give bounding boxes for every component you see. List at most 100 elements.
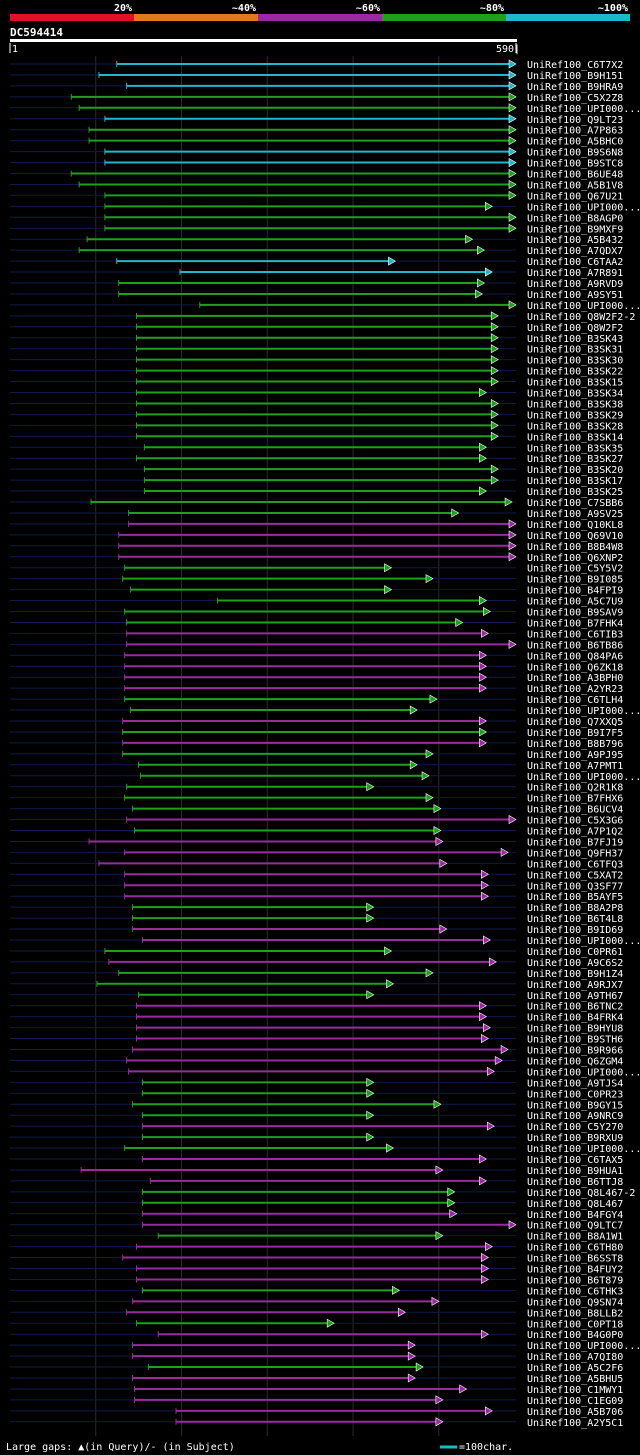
hit-label[interactable]: UniRef100_A7R891 bbox=[527, 268, 623, 279]
hit-label[interactable]: UniRef100_C6THK3 bbox=[527, 1286, 623, 1297]
hit-label[interactable]: UniRef100_B3SK28 bbox=[527, 421, 623, 432]
hit-row[interactable]: UniRef100_B9SAV9 bbox=[10, 606, 623, 619]
hit-row[interactable]: UniRef100_B6SST8 bbox=[10, 1253, 623, 1265]
hit-label[interactable]: UniRef100_C6TFQ3 bbox=[527, 859, 623, 870]
hit-row[interactable]: UniRef100_C6TFQ3 bbox=[10, 858, 623, 870]
hit-row[interactable]: UniRef100_A5B706 bbox=[10, 1406, 623, 1418]
hit-label[interactable]: UniRef100_A9PJ95 bbox=[527, 750, 623, 761]
hit-row[interactable]: UniRef100_B3SK15 bbox=[10, 377, 623, 389]
hit-row[interactable]: UniRef100_C6T7X2 bbox=[10, 59, 623, 71]
hit-label[interactable]: UniRef100_B9STH6 bbox=[527, 1035, 623, 1046]
hit-row[interactable]: UniRef100_A5C2F6 bbox=[10, 1362, 623, 1374]
hit-label[interactable]: UniRef100_B3SK43 bbox=[527, 334, 623, 345]
hit-label[interactable]: UniRef100_B9STC8 bbox=[527, 159, 623, 170]
hit-row[interactable]: UniRef100_C6TIB3 bbox=[10, 628, 623, 640]
hit-row[interactable]: UniRef100_C6TAA2 bbox=[10, 256, 623, 268]
hit-row[interactable]: UniRef100_C0PT18 bbox=[10, 1318, 623, 1330]
hit-label[interactable]: UniRef100_A7P1Q2 bbox=[527, 827, 623, 838]
hit-row[interactable]: UniRef100_Q3SF77 bbox=[10, 880, 623, 892]
hit-row[interactable]: UniRef100_C5Y270 bbox=[10, 1121, 623, 1133]
hit-label[interactable]: UniRef100_Q8W2F2 bbox=[527, 323, 623, 334]
hit-label[interactable]: UniRef100_A9SY51 bbox=[527, 290, 623, 301]
hit-row[interactable]: UniRef100_B5AYF5 bbox=[10, 891, 623, 903]
hit-label[interactable]: UniRef100_A5B432 bbox=[527, 235, 623, 246]
hit-label[interactable]: UniRef100_Q84PA6 bbox=[527, 651, 623, 662]
hit-label[interactable]: UniRef100_Q7XXQ5 bbox=[527, 717, 623, 728]
hit-label[interactable]: UniRef100_A9NRC9 bbox=[527, 1111, 623, 1122]
hit-label[interactable]: UniRef100_Q8L467 bbox=[527, 1199, 623, 1210]
hit-label[interactable]: UniRef100_B3SK25 bbox=[527, 487, 623, 498]
hit-row[interactable]: UniRef100_Q8W2F2 bbox=[10, 322, 623, 334]
hit-row[interactable]: UniRef100_B9S6N8 bbox=[10, 147, 623, 159]
hit-row[interactable]: UniRef100_Q7XXQ5 bbox=[10, 716, 623, 728]
hit-label[interactable]: UniRef100_C6TH80 bbox=[527, 1243, 623, 1254]
hit-row[interactable]: UniRef100_A2Y5C1 bbox=[10, 1417, 623, 1429]
hit-row[interactable]: UniRef100_B4G0P0 bbox=[10, 1329, 623, 1341]
hit-label[interactable]: UniRef100_A5B1V8 bbox=[527, 180, 623, 191]
hit-label[interactable]: UniRef100_UPI000... bbox=[527, 706, 640, 717]
hit-row[interactable]: UniRef100_Q67U21 bbox=[10, 190, 623, 202]
hit-label[interactable]: UniRef100_B4G0P0 bbox=[527, 1330, 623, 1341]
hit-row[interactable]: UniRef100_UPI000... bbox=[10, 300, 640, 312]
hit-label[interactable]: UniRef100_B9H1Z4 bbox=[527, 969, 623, 980]
hit-label[interactable]: UniRef100_A9SV25 bbox=[527, 509, 623, 520]
hit-row[interactable]: UniRef100_A9SV25 bbox=[10, 508, 623, 520]
hit-row[interactable]: UniRef100_Q9FH37 bbox=[10, 847, 623, 859]
hit-label[interactable]: UniRef100_A7PMT1 bbox=[527, 761, 623, 772]
hit-row[interactable]: UniRef100_Q6ZK18 bbox=[10, 661, 623, 673]
hit-row[interactable]: UniRef100_A7QDX7 bbox=[10, 245, 623, 257]
hit-label[interactable]: UniRef100_B9HUA1 bbox=[527, 1166, 623, 1177]
hit-label[interactable]: UniRef100_B3SK38 bbox=[527, 399, 623, 410]
hit-row[interactable]: UniRef100_UPI000... bbox=[10, 103, 640, 115]
hit-label[interactable]: UniRef100_UPI000... bbox=[527, 202, 640, 213]
hit-row[interactable]: UniRef100_C0PR61 bbox=[10, 946, 623, 958]
hit-row[interactable]: UniRef100_B3SK14 bbox=[10, 431, 623, 443]
hit-row[interactable]: UniRef100_B3SK17 bbox=[10, 475, 623, 487]
hit-row[interactable]: UniRef100_Q6ZGM4 bbox=[10, 1055, 623, 1067]
hit-label[interactable]: UniRef100_A9RVD9 bbox=[527, 279, 623, 290]
hit-label[interactable]: UniRef100_B4FUY2 bbox=[527, 1265, 623, 1276]
hit-label[interactable]: UniRef100_B9ID69 bbox=[527, 925, 623, 936]
hit-row[interactable]: UniRef100_UPI000... bbox=[10, 1340, 640, 1352]
hit-label[interactable]: UniRef100_Q3SF77 bbox=[527, 881, 623, 892]
hit-label[interactable]: UniRef100_B6UCV4 bbox=[527, 805, 623, 816]
hit-row[interactable]: UniRef100_Q10KL8 bbox=[10, 519, 623, 531]
hit-label[interactable]: UniRef100_A9TJS4 bbox=[527, 1078, 623, 1089]
hit-label[interactable]: UniRef100_B3SK22 bbox=[527, 367, 623, 378]
hit-row[interactable]: UniRef100_Q2R1K8 bbox=[10, 782, 623, 794]
hit-row[interactable]: UniRef100_C5X2Z8 bbox=[10, 92, 623, 104]
hit-row[interactable]: UniRef100_B6T4L8 bbox=[10, 913, 623, 925]
hit-row[interactable]: UniRef100_C6TLH4 bbox=[10, 694, 623, 706]
hit-row[interactable]: UniRef100_A2YR23 bbox=[10, 683, 623, 695]
hit-label[interactable]: UniRef100_B9H151 bbox=[527, 71, 623, 82]
hit-row[interactable]: UniRef100_B9HUA1 bbox=[10, 1165, 623, 1177]
hit-label[interactable]: UniRef100_B4FRK4 bbox=[527, 1013, 623, 1024]
hit-row[interactable]: UniRef100_C5Y5V2 bbox=[10, 563, 623, 575]
hit-row[interactable]: UniRef100_A9TJS4 bbox=[10, 1077, 623, 1089]
hit-label[interactable]: UniRef100_Q8W2F2-2 bbox=[527, 312, 635, 323]
hit-row[interactable]: UniRef100_A9C6S2 bbox=[10, 957, 623, 969]
hit-row[interactable]: UniRef100_B6UE48 bbox=[10, 168, 623, 181]
hit-row[interactable]: UniRef100_B9MXF9 bbox=[10, 223, 623, 235]
hit-label[interactable]: UniRef100_Q9FH37 bbox=[527, 848, 623, 859]
hit-label[interactable]: UniRef100_B9I085 bbox=[527, 575, 623, 586]
hit-label[interactable]: UniRef100_B9SAV9 bbox=[527, 608, 623, 619]
hit-label[interactable]: UniRef100_A7QDX7 bbox=[527, 246, 623, 257]
hit-label[interactable]: UniRef100_B8B4W8 bbox=[527, 542, 623, 553]
hit-label[interactable]: UniRef100_B5AYF5 bbox=[527, 892, 623, 903]
hit-row[interactable]: UniRef100_B8LLB2 bbox=[10, 1307, 623, 1319]
hit-label[interactable]: UniRef100_B3SK34 bbox=[527, 389, 623, 400]
hit-row[interactable]: UniRef100_B6TB86 bbox=[10, 639, 623, 651]
hit-label[interactable]: UniRef100_B8A2P8 bbox=[527, 903, 623, 914]
hit-row[interactable]: UniRef100_C6TH80 bbox=[10, 1242, 623, 1254]
hit-label[interactable]: UniRef100_UPI000... bbox=[527, 301, 640, 312]
hit-row[interactable]: UniRef100_B3SK34 bbox=[10, 387, 623, 400]
hit-label[interactable]: UniRef100_B6T4L8 bbox=[527, 914, 623, 925]
hit-label[interactable]: UniRef100_B3SK30 bbox=[527, 356, 623, 367]
hit-row[interactable]: UniRef100_B4FPI9 bbox=[10, 585, 623, 597]
hit-row[interactable]: UniRef100_UPI000... bbox=[10, 1066, 640, 1078]
hit-row[interactable]: UniRef100_Q8L467 bbox=[10, 1198, 623, 1210]
hit-row[interactable]: UniRef100_UPI000... bbox=[10, 771, 640, 783]
hit-label[interactable]: UniRef100_A2Y5C1 bbox=[527, 1418, 623, 1429]
hit-label[interactable]: UniRef100_UPI000... bbox=[527, 1144, 640, 1155]
